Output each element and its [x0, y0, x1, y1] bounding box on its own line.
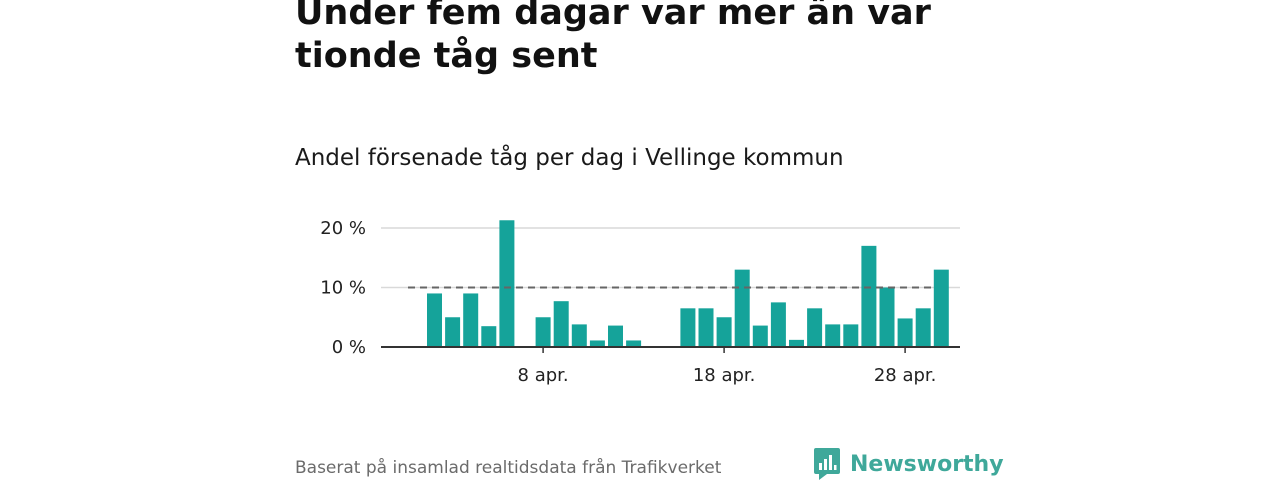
bar	[535, 317, 551, 347]
bar	[933, 269, 949, 347]
bar	[499, 220, 515, 347]
bar	[807, 308, 823, 347]
bar	[716, 317, 732, 347]
bar	[553, 301, 569, 347]
bar	[752, 325, 768, 347]
bar	[825, 324, 841, 347]
bar	[680, 308, 696, 347]
bar	[571, 324, 587, 347]
x-tick-label: 18 apr.	[693, 365, 756, 386]
bar	[626, 340, 642, 347]
y-axis-labels: 0 % 10 % 20 %	[320, 218, 366, 358]
bar	[861, 245, 877, 347]
bar	[481, 326, 497, 347]
bar	[879, 287, 895, 347]
bars	[427, 220, 949, 347]
bar	[843, 324, 859, 347]
chart-subtitle: Andel försenade tåg per dag i Vellinge k…	[295, 145, 844, 171]
bar-chart: 0 % 10 % 20 % 8 apr. 18 apr. 28 apr.	[320, 218, 960, 386]
brand-name: Newsworthy	[850, 451, 1004, 477]
bar	[427, 293, 442, 347]
bar	[463, 293, 479, 347]
newsworthy-logo-icon	[814, 448, 840, 480]
bar	[445, 317, 461, 347]
x-axis-labels: 8 apr. 18 apr. 28 apr.	[518, 365, 937, 386]
x-axis	[381, 346, 960, 353]
bar	[734, 269, 750, 347]
y-tick-label: 0 %	[332, 337, 366, 358]
x-tick-label: 8 apr.	[518, 365, 569, 386]
y-tick-label: 10 %	[320, 278, 366, 299]
bar	[698, 308, 714, 347]
bar	[897, 318, 913, 347]
bar	[589, 340, 605, 347]
source-note: Baserat på insamlad realtidsdata från Tr…	[295, 458, 722, 478]
y-tick-label: 20 %	[320, 218, 366, 239]
brand-logo: Newsworthy	[813, 446, 1004, 480]
x-tick-label: 28 apr.	[874, 365, 937, 386]
chart-title: Under fem dagar var mer än var tionde tå…	[295, 0, 931, 76]
bar	[770, 302, 786, 347]
bar	[915, 308, 931, 347]
bar	[608, 325, 623, 347]
bar	[789, 339, 804, 347]
